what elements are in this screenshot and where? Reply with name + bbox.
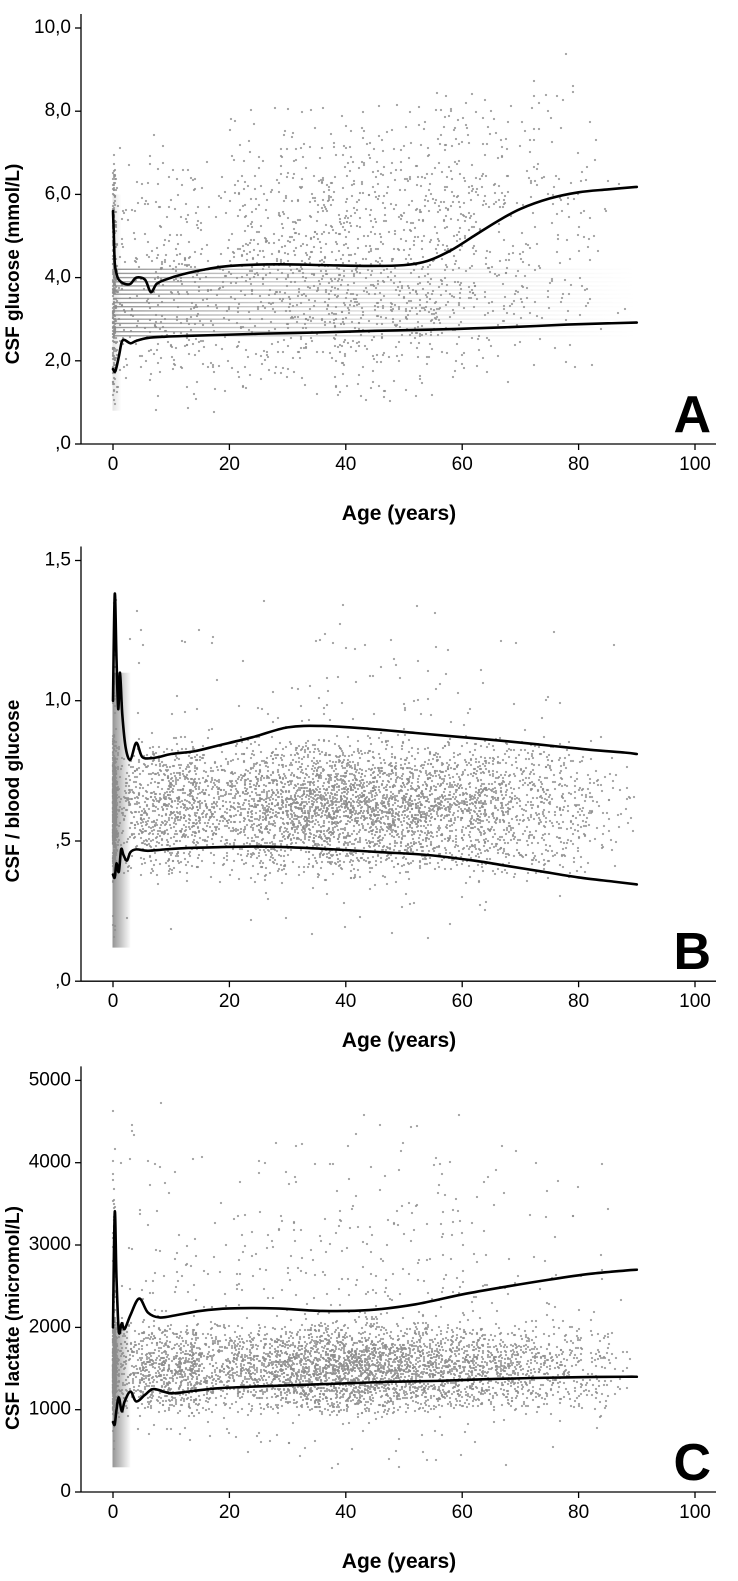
svg-text:60: 60 [452,454,473,475]
svg-text:8,0: 8,0 [45,100,71,121]
svg-text:10,0: 10,0 [34,17,71,38]
svg-text:Age (years): Age (years) [342,502,456,525]
svg-text:80: 80 [568,991,589,1012]
svg-text:100: 100 [679,454,711,475]
svg-text:60: 60 [452,1502,473,1523]
svg-text:100: 100 [679,1502,711,1523]
svg-text:60: 60 [452,991,473,1012]
svg-text:100: 100 [679,991,711,1012]
svg-text:2,0: 2,0 [45,350,71,371]
svg-text:,0: ,0 [55,433,71,454]
svg-text:,0: ,0 [55,970,71,991]
svg-text:40: 40 [335,454,356,475]
svg-text:1,5: 1,5 [45,550,71,571]
svg-text:20: 20 [219,454,240,475]
svg-text:80: 80 [568,454,589,475]
svg-text:Age (years): Age (years) [342,1029,456,1052]
svg-text:0: 0 [108,1502,119,1523]
svg-text:Age (years): Age (years) [342,1550,456,1573]
svg-text:40: 40 [335,1502,356,1523]
svg-text:5000: 5000 [29,1069,71,1090]
svg-text:4000: 4000 [29,1152,71,1173]
svg-text:A: A [673,386,711,444]
svg-text:6,0: 6,0 [45,183,71,204]
svg-text:B: B [673,923,711,981]
svg-text:20: 20 [219,1502,240,1523]
svg-text:1000: 1000 [29,1399,71,1420]
svg-text:0: 0 [60,1481,71,1502]
svg-text:,5: ,5 [55,830,71,851]
svg-text:0: 0 [108,991,119,1012]
svg-text:1,0: 1,0 [45,690,71,711]
svg-text:C: C [673,1434,711,1492]
svg-text:80: 80 [568,1502,589,1523]
svg-text:40: 40 [335,991,356,1012]
svg-text:0: 0 [108,454,119,475]
svg-text:20: 20 [219,991,240,1012]
svg-text:3000: 3000 [29,1234,71,1255]
svg-text:4,0: 4,0 [45,267,71,288]
svg-text:2000: 2000 [29,1316,71,1337]
